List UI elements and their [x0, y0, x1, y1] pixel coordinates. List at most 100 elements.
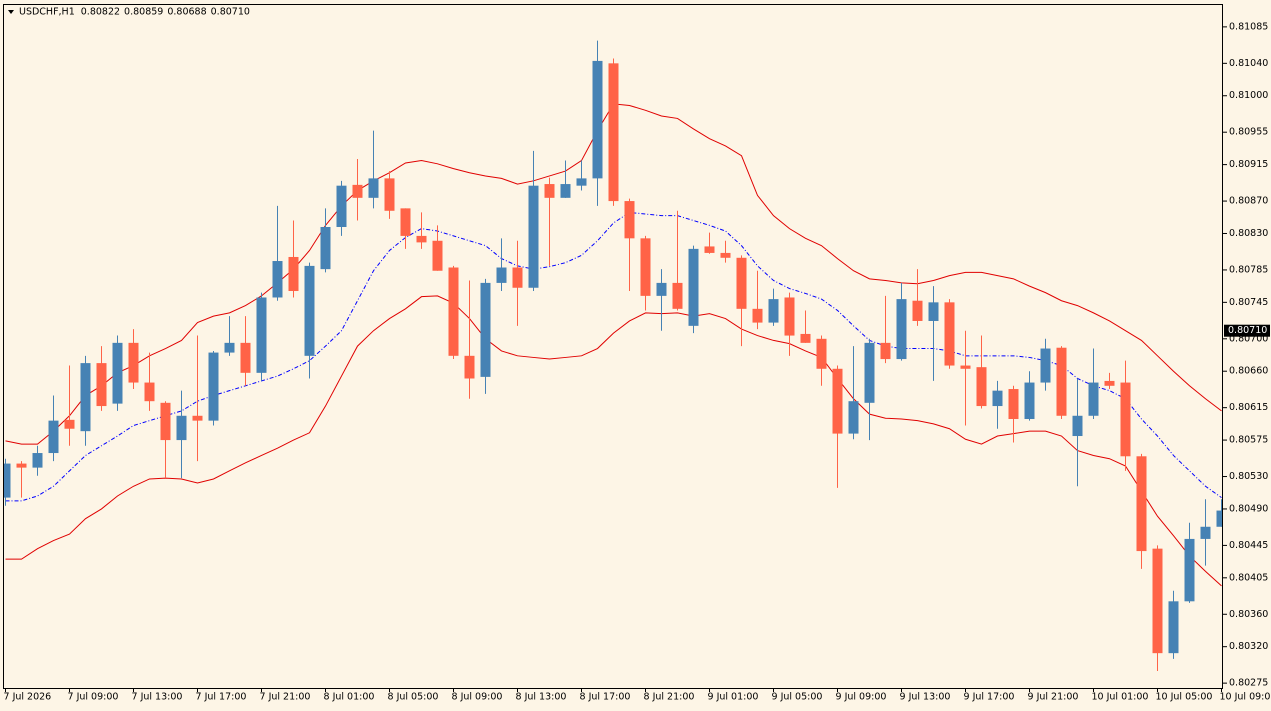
y-tick-label: 0.80830: [1229, 228, 1268, 239]
candle-body: [816, 338, 827, 369]
candle-body: [1008, 389, 1019, 420]
candle-body: [1152, 548, 1163, 654]
candle-body: [944, 302, 955, 366]
candle-body: [96, 363, 107, 407]
candle-body: [736, 257, 747, 309]
candle-body: [720, 252, 731, 258]
candle-body: [1216, 510, 1222, 527]
x-tick-label: 9 Jul 13:00: [900, 692, 951, 703]
candle-body: [848, 401, 859, 434]
candle-body: [1024, 382, 1035, 420]
candle-body: [608, 63, 619, 202]
candle-body: [784, 297, 795, 336]
header-quote: 0.80822: [81, 7, 120, 18]
candle-body: [624, 201, 635, 239]
y-tick-label: 0.80320: [1229, 641, 1268, 652]
candle-body: [768, 299, 779, 323]
candle-body: [1136, 456, 1147, 552]
candle-body: [272, 261, 283, 298]
candle-body: [592, 60, 603, 179]
candle-body: [464, 355, 475, 379]
x-tick-label: 7 Jul 09:00: [68, 692, 119, 703]
x-tick-label: 8 Jul 21:00: [644, 692, 695, 703]
candle-body: [1088, 382, 1099, 416]
x-tick-label: 10 Jul 09:00: [1220, 692, 1271, 703]
candle-body: [1120, 382, 1131, 457]
candle-body: [560, 184, 571, 198]
candle-body: [64, 419, 75, 429]
y-tick-label: 0.81085: [1229, 21, 1268, 32]
candle-body: [32, 453, 43, 468]
candle-body: [928, 302, 939, 321]
last-price-box: [1224, 324, 1270, 337]
x-tick-label: 9 Jul 21:00: [1028, 692, 1079, 703]
menu-triangle[interactable]: [8, 10, 14, 14]
candle-body: [1072, 415, 1083, 437]
band-middle-line: [5, 211, 1222, 502]
x-tick-label: 9 Jul 01:00: [708, 692, 759, 703]
candle-body: [128, 342, 139, 383]
candle-body: [160, 402, 171, 441]
y-tick-label: 0.80660: [1229, 366, 1268, 377]
candle-body: [416, 235, 427, 243]
x-tick-label: 7 Jul 13:00: [132, 692, 183, 703]
header-quotes: 0.80822 0.80859 0.80688 0.80710: [81, 7, 250, 18]
candle-body: [752, 308, 763, 323]
plot-area: [4, 40, 1222, 671]
x-tick-label: 9 Jul 09:00: [836, 692, 887, 703]
candle-body: [1184, 538, 1195, 602]
candle-body: [656, 282, 667, 296]
candle-body: [176, 415, 187, 441]
candle-body: [368, 178, 379, 198]
y-tick-label: 0.80915: [1229, 159, 1268, 170]
y-tick-label: 0.81040: [1229, 58, 1268, 69]
y-tick-label: 0.80700: [1229, 333, 1268, 344]
x-tick-label: 8 Jul 13:00: [516, 692, 567, 703]
candle-body: [208, 352, 219, 421]
y-tick-label: 0.80360: [1229, 609, 1268, 620]
y-tick-label: 0.80575: [1229, 435, 1268, 446]
x-tick-label: 7 Jul 21:00: [260, 692, 311, 703]
x-tick-label: 9 Jul 05:00: [772, 692, 823, 703]
candle-body: [240, 342, 251, 373]
candle-body: [112, 342, 123, 404]
candle-body: [960, 365, 971, 369]
candle-body: [1200, 526, 1211, 539]
candle-body: [880, 342, 891, 360]
candle-body: [832, 368, 843, 434]
x-tick-label: 7 Jul 2026: [4, 692, 52, 703]
plot-frame: [3, 4, 1223, 689]
candle-body: [320, 226, 331, 270]
candle-body: [192, 415, 203, 421]
candle-body: [544, 184, 555, 198]
candle-body: [1104, 380, 1115, 386]
y-tick-label: 0.80615: [1229, 402, 1268, 413]
y-tick-label: 0.80870: [1229, 196, 1268, 207]
axes: 0.81085 0.81040 0.81000 0.80955 0.80915 0.808…: [4, 21, 1271, 702]
header-quote: 0.80859: [124, 7, 163, 18]
y-tick-label: 0.80405: [1229, 572, 1268, 583]
candle-body: [448, 267, 459, 356]
x-tick-label: 8 Jul 05:00: [388, 692, 439, 703]
candle-body: [336, 185, 347, 227]
candle-body: [976, 367, 987, 407]
candle-body: [496, 267, 507, 283]
candle-body: [896, 299, 907, 360]
y-tick-label: 0.80955: [1229, 127, 1268, 138]
candle-body: [688, 248, 699, 326]
candle-body: [1056, 347, 1067, 416]
candle-body: [864, 342, 875, 403]
candle-body: [992, 390, 1003, 407]
header-quote: 0.80710: [211, 7, 250, 18]
x-tick-label: 8 Jul 01:00: [324, 692, 375, 703]
y-tick-label: 0.80490: [1229, 503, 1268, 514]
candle-body: [1040, 348, 1051, 383]
x-tick-label: 10 Jul 01:00: [1092, 692, 1149, 703]
candle-body: [528, 185, 539, 288]
y-tick-label: 0.80445: [1229, 540, 1268, 551]
candle-body: [288, 256, 299, 292]
chart-title: USDCHF,H1: [19, 7, 75, 18]
candle-body: [800, 333, 811, 343]
